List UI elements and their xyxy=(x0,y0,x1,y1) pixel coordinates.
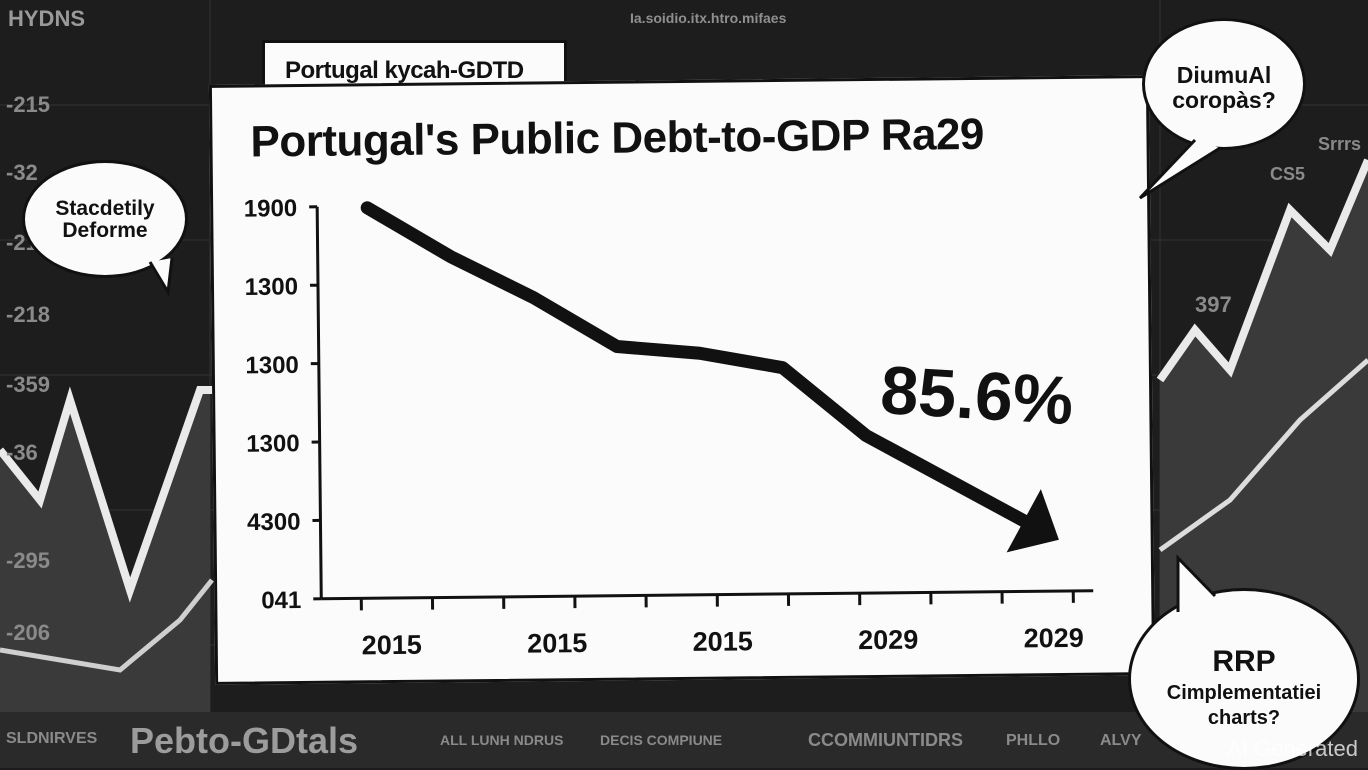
watermark: AI Generated xyxy=(1227,736,1358,762)
bubble-tail-left xyxy=(150,258,172,292)
bubble-tail-bottom xyxy=(1178,558,1215,612)
bubble-tail-right xyxy=(1140,140,1220,198)
